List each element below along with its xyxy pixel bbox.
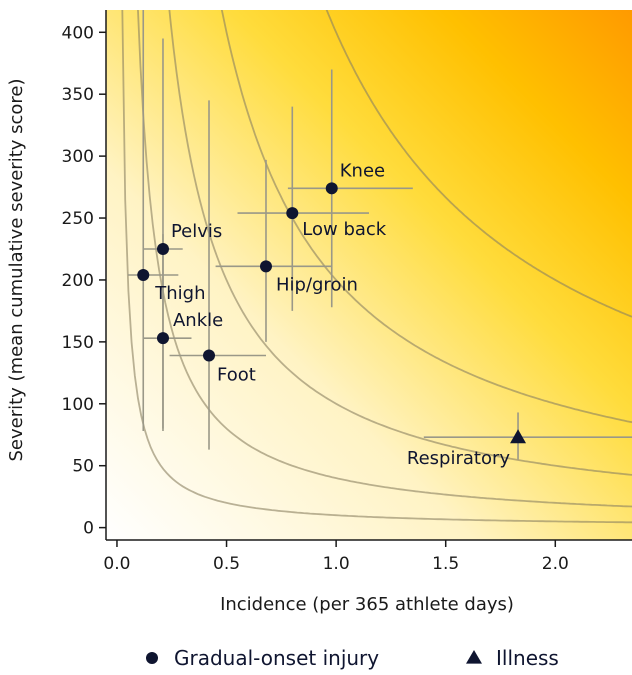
isoburden-curve-4 [325, 10, 632, 318]
circle-marker-0-1 [286, 207, 299, 220]
isoburden-curve-1 [137, 10, 632, 508]
y-axis-title: Severity (mean cumulative severity score… [6, 78, 27, 461]
circle-marker-0-5 [156, 332, 169, 345]
legend: Gradual-onset injury Illness [146, 646, 559, 670]
x-tick-label-4: 2.0 [542, 554, 569, 574]
legend-label-0: Gradual-onset injury [174, 646, 379, 670]
y-tick-label-1: 50 [72, 457, 94, 477]
legend-triangle-marker [466, 650, 482, 664]
point-label-0-3: Pelvis [171, 221, 222, 242]
x-tick-label-0: 0.0 [103, 554, 130, 574]
triangle-marker-1-0 [510, 429, 527, 444]
circle-marker-0-2 [259, 260, 272, 273]
isoburden-curve-2 [168, 10, 632, 476]
plot-background [106, 10, 632, 540]
y-axis-ticks: 0 50 100 150 200 250 300 350 400 [62, 23, 106, 539]
point-label-1-0: Respiratory [407, 448, 510, 469]
circle-marker-0-4 [137, 269, 150, 281]
x-tick-label-2: 1.0 [323, 554, 350, 574]
y-tick-label-6: 300 [62, 147, 94, 167]
data-markers [137, 182, 527, 444]
y-tick-label-0: 0 [83, 519, 94, 539]
circle-marker-0-0 [325, 182, 338, 195]
y-tick-label-7: 350 [62, 85, 94, 105]
circle-marker-0-6 [203, 349, 216, 362]
y-tick-label-8: 400 [62, 23, 94, 43]
circle-marker-0-3 [156, 242, 169, 255]
point-label-0-4: Thigh [154, 283, 205, 304]
point-label-0-0: Knee [340, 160, 385, 181]
x-axis-ticks: 0.0 0.5 1.0 1.5 2.0 [103, 540, 569, 574]
x-tick-label-1: 0.5 [213, 554, 240, 574]
legend-circle-marker [146, 652, 158, 664]
y-tick-label-5: 250 [62, 209, 94, 229]
point-label-0-6: Foot [217, 364, 256, 385]
point-label-0-5: Ankle [173, 310, 223, 331]
y-tick-label-4: 200 [62, 271, 94, 291]
x-axis-title: Incidence (per 365 athlete days) [220, 594, 514, 615]
x-tick-label-3: 1.5 [432, 554, 459, 574]
legend-label-1: Illness [496, 646, 559, 670]
isoburden-curve-0 [121, 10, 632, 524]
point-labels: Knee Low back Hip/groin Pelvis Thigh Ankle Foo… [154, 160, 510, 469]
y-tick-label-3: 150 [62, 333, 94, 353]
point-label-0-2: Hip/groin [276, 274, 358, 295]
y-tick-label-2: 100 [62, 395, 94, 415]
point-label-0-1: Low back [302, 219, 387, 240]
